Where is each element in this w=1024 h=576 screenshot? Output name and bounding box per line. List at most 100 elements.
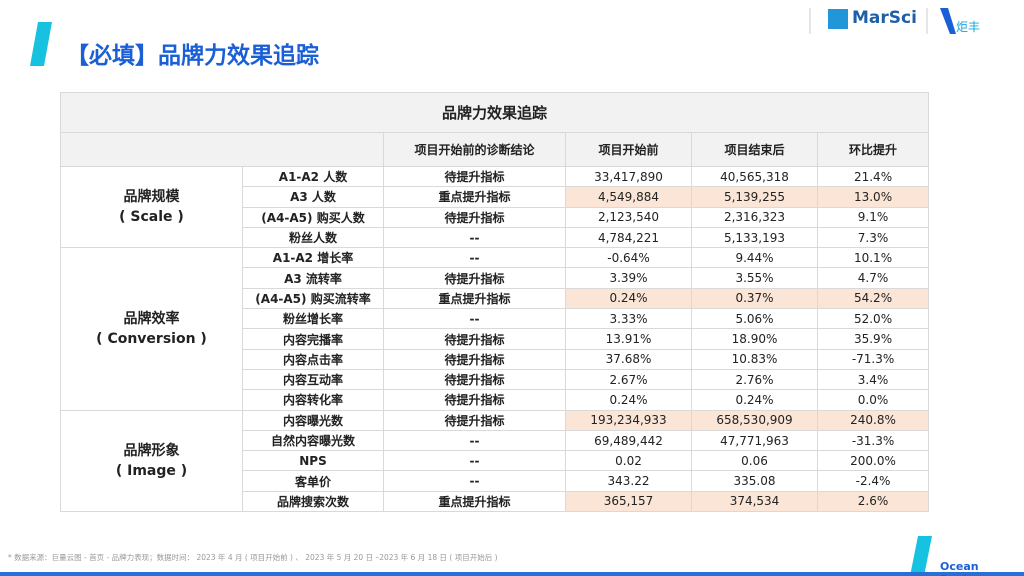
table-title: 品牌力效果追踪 [59,92,930,133]
footnote: * 数据来源：巨量云图 - 首页 - 品牌力表现；数据时间： 2023 年 4 … [8,553,498,562]
value-cell: 9.1% [816,206,930,228]
group-label: ( Conversion ) [96,330,207,347]
group-cell: 品牌效率 ( Conversion ) [60,247,243,411]
value-cell: 52.0% [816,308,930,330]
header-cell: 项目开始前 [565,132,692,167]
group-label: ( Image ) [115,462,188,479]
diagnosis: -- [383,450,566,472]
header-cell: 项目结束后 [691,132,818,167]
value-cell: 3.4% [816,368,930,391]
metric: (A4-A5) 购买人数 [242,206,384,228]
bottom-band [0,572,1024,576]
header-cell: 环比提升 [816,132,930,167]
value-cell: 193,234,933 [565,409,692,431]
value-cell: 37.68% [565,348,692,370]
value-cell: -2.4% [816,470,930,492]
metric: (A4-A5) 购买流转率 [242,287,384,310]
value-cell: 10.83% [691,348,818,370]
header-row: 项目开始前的诊断结论 项目开始前 项目结束后 环比提升 [60,132,930,167]
diagnosis: 重点提升指标 [383,490,566,513]
value-cell: 374,534 [691,490,818,513]
value-cell: 18.90% [691,328,818,350]
diagnosis: 重点提升指标 [383,186,566,208]
metric: NPS [242,450,384,472]
page-title: 【必填】品牌力效果追踪 [66,43,319,69]
metric: 自然内容曝光数 [242,429,384,452]
value-cell: 33,417,890 [565,165,692,188]
data-row: 内容转化率 待提升指标 0.24% 0.24% 0.0% [61,389,930,411]
metric: 内容互动率 [242,368,384,391]
value-cell: 0.02 [565,450,692,472]
diagnosis: -- [383,247,566,269]
metric: A1-A2 人数 [242,165,384,188]
value-cell: 0.37% [691,287,818,310]
value-cell: 3.33% [565,308,692,330]
diagnosis: 待提升指标 [383,348,566,370]
data-row: 内容点击率 待提升指标 37.68% 10.83% -71.3% [61,348,930,370]
data-row: 品牌形象 ( Image ) 内容曝光数 待提升指标 193,234,933 658,53… [60,409,930,513]
logo-icon [940,8,956,34]
group-cell: 品牌形象 ( Image ) [60,409,243,513]
logo-text: 炬丰 [956,20,981,34]
diagnosis: 待提升指标 [383,267,566,289]
value-cell: 5,139,255 [691,186,818,208]
value-cell: 3.55% [691,267,818,289]
value-cell: 3.39% [565,267,692,289]
value-cell: 0.24% [691,389,818,411]
value-cell: -0.64% [565,247,692,269]
value-cell: 4.7% [816,267,930,289]
diagnosis: -- [383,429,566,452]
value-cell: 4,784,221 [565,226,692,249]
value-cell: 0.0% [816,389,930,411]
diagnosis: -- [383,308,566,330]
value-cell: 69,489,442 [565,429,692,452]
data-row: A3 流转率 待提升指标 3.39% 3.55% 4.7% [61,267,930,289]
value-cell: 343.22 [565,470,692,492]
group-label: 品牌形象 [123,442,180,459]
value-cell: 5,133,193 [691,226,818,249]
value-cell: 54.2% [816,287,930,310]
value-cell: 21.4% [816,165,930,188]
metric: 客单价 [242,470,384,492]
group-label: ( Scale ) [119,209,184,226]
value-cell: 35.9% [816,328,930,350]
value-cell: 2.76% [691,368,818,391]
value-cell: 200.0% [816,450,930,472]
value-cell: 7.3% [816,226,930,249]
group-label: 品牌规模 [123,189,180,206]
value-cell: 10.1% [816,247,930,269]
diagnosis: 待提升指标 [383,328,566,350]
metric: 内容完播率 [242,328,384,350]
group-label: 品牌效率 [123,310,180,327]
value-cell: -31.3% [816,429,930,452]
value-cell: 0.06 [691,450,818,472]
data-row: 品牌效率( Conversion ) A1-A2 增长率 -- -0.64% 9.44%… [60,247,930,411]
header-cell [60,132,384,167]
data-row: NPS -- 0.02 0.06 200.0% [61,450,930,472]
diagnosis: -- [383,470,566,492]
diagnosis: 待提升指标 [383,389,566,411]
accent-bar [30,22,52,66]
metric: A3 流转率 [242,267,384,289]
value-cell: 13.0% [816,186,930,208]
metric: 内容转化率 [242,389,384,411]
value-cell: 4,549,884 [565,186,692,208]
diagnosis: 待提升指标 [383,368,566,391]
value-cell: 365,157 [565,490,692,513]
value-cell: 47,771,963 [691,429,818,452]
value-cell: 658,530,909 [691,409,818,431]
metric: 品牌搜索次数 [242,490,384,513]
brand: Ocean Engine [940,560,982,576]
diagnosis: 待提升指标 [383,165,566,188]
table: 品牌力效果追踪 项目开始前的诊断结论 项目开始前 项目结束后 环比提升品牌规模 ( Sc… [59,92,930,513]
diagnosis: 重点提升指标 [383,287,566,310]
accent-bar [910,536,932,576]
data-row: 客单价 -- 343.22 335.08 -2.4% [61,470,930,492]
value-cell: 2,123,540 [565,206,692,228]
logo-icon [828,9,848,29]
diagnosis: 待提升指标 [383,409,566,431]
value-cell: 0.24% [565,287,692,310]
metric: A1-A2 增长率 [242,247,384,269]
value-cell: 13.91% [565,328,692,350]
